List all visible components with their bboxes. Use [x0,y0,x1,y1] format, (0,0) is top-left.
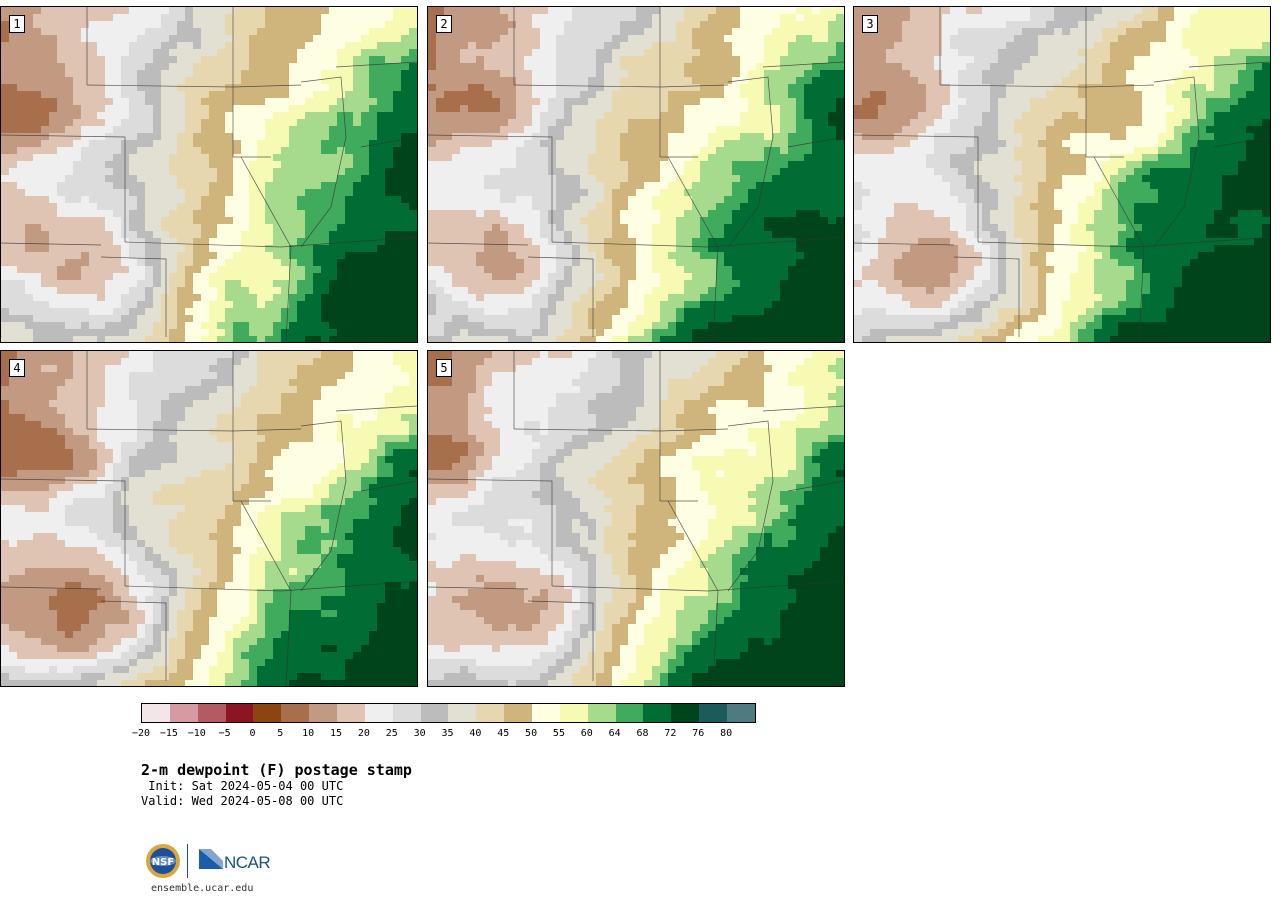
colorbar-swatch [142,704,170,722]
colorbar-swatch [671,704,700,722]
nsf-logo: NSF [145,843,181,883]
colorbar-swatch [559,704,588,722]
panel-label-3: 3 [862,15,878,33]
colorbar-swatch [392,704,421,722]
panel-label-4: 4 [9,359,25,377]
colorbar-swatch [643,704,672,722]
colorbar-swatch [337,704,365,722]
colorbar-tick-label: 64 [608,728,621,739]
colorbar-tick-label: 15 [330,728,343,739]
panel-label-5: 5 [436,359,452,377]
stamp-panel-3: 3 [853,6,1271,343]
colorbar-swatch [364,704,393,722]
logo-divider [187,844,188,878]
colorbar-swatch [197,704,226,722]
panel-label-1: 1 [9,15,25,33]
colorbar-tick-label: 45 [497,728,510,739]
colorbar-tick-label: 5 [277,728,284,739]
colorbar-swatch [420,704,449,722]
colorbar-swatch [615,704,644,722]
stamp-panel-2: 2 [427,6,845,343]
colorbar-tick-label: 55 [552,728,565,739]
colorbar-tick-label: −15 [159,728,178,739]
colorbar-swatch [309,704,338,722]
dewpoint-map-5 [428,351,844,686]
colorbar-swatch [587,704,616,722]
colorbar-tick-label: 25 [385,728,398,739]
stamp-panel-1: 1 [0,6,418,343]
colorbar-ticks: −20 −15 −10 −5 0 5 10 15 20 25 30 35 40 45 50 55 60 64 68 7… [132,728,761,742]
colorbar-swatch [727,704,755,722]
dewpoint-map-3 [854,7,1270,342]
colorbar-swatch [699,704,728,722]
colorbar-swatch [281,704,310,722]
colorbar-tick-label: 68 [636,728,649,739]
stamp-panel-4: 4 [0,350,418,687]
colorbar-tick-label: −20 [131,728,151,739]
colorbar-tick-label: 20 [357,728,370,739]
valid-time: Valid: Wed 2024-05-08 00 UTC [141,794,344,808]
colorbar-swatch [532,704,560,722]
colorbar-tick-label: 10 [302,728,315,739]
colorbar-swatch [448,704,477,722]
colorbar-tick-label: 30 [413,728,426,739]
ncar-logo: NCAR [197,845,273,879]
colorbar-tick-label: 50 [525,728,538,739]
colorbar-tick-label: 60 [580,728,593,739]
init-time: Init: Sat 2024-05-04 00 UTC [141,779,344,793]
colorbar-swatch [169,704,198,722]
dewpoint-map-2 [428,7,844,342]
panel-label-2: 2 [436,15,452,33]
ensemble-url[interactable]: ensemble.ucar.edu [151,883,254,894]
colorbar-tick-label: −10 [187,728,206,739]
colorbar-swatch [476,704,505,722]
dewpoint-map-4 [1,351,417,686]
colorbar-tick-label: −5 [218,728,231,739]
dewpoint-map-1 [1,7,417,342]
colorbar-swatch [504,704,533,722]
colorbar-tick-label: 0 [249,728,256,739]
colorbar-tick-label: 72 [664,728,677,739]
colorbar-swatch [225,704,254,722]
colorbar-tick-label: 80 [720,728,733,739]
colorbar-tick-label: 76 [692,728,705,739]
colorbar-tick-label: 40 [469,728,482,739]
colorbar-tick-label: 35 [441,728,454,739]
colorbar-swatch [253,704,282,722]
colorbar [141,703,756,723]
chart-title: 2-m dewpoint (F) postage stamp [141,761,412,779]
stamp-panel-5: 5 [427,350,845,687]
